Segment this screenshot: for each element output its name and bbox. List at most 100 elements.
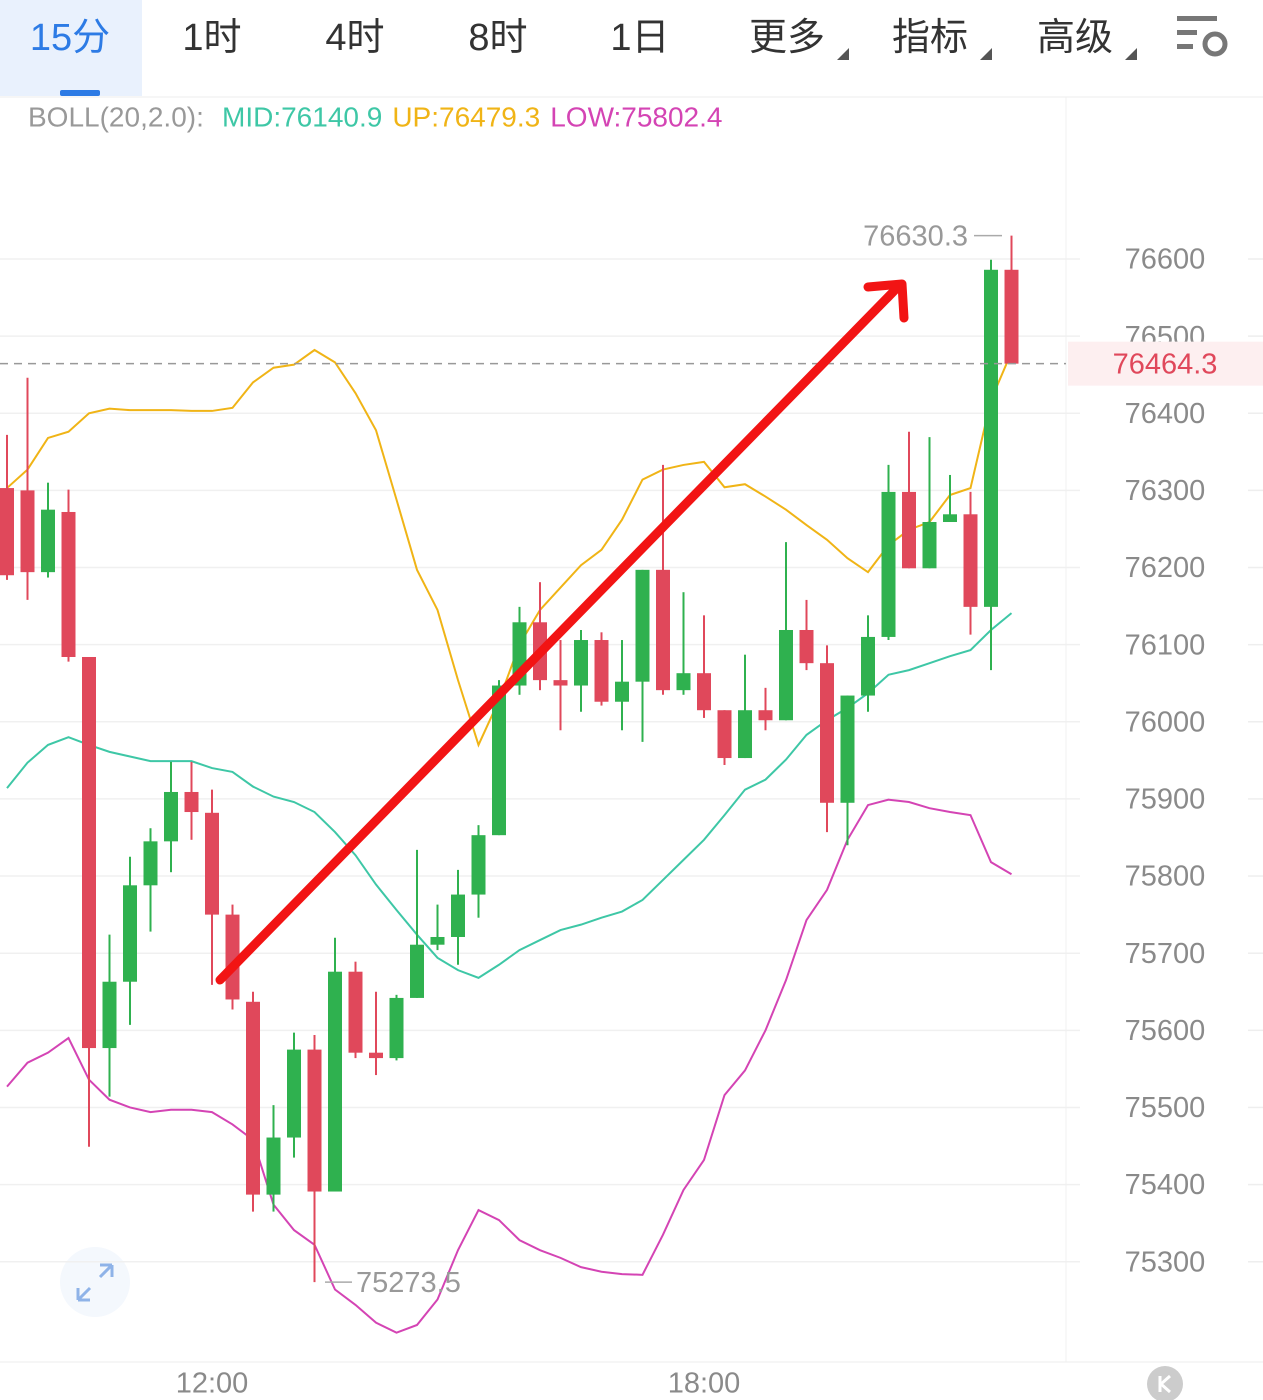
y-tick-label: 76300 <box>1125 475 1206 507</box>
candle-body <box>266 1137 281 1195</box>
dropdown-caret <box>980 48 992 60</box>
candle-body <box>41 509 55 573</box>
candle-body <box>143 841 158 886</box>
high-marker-label: 76630.3 <box>863 220 968 252</box>
y-tick-label: 75700 <box>1125 938 1206 970</box>
current-price-box <box>1068 341 1263 386</box>
y-tick-label: 75600 <box>1125 1015 1206 1047</box>
expand-button[interactable] <box>60 1247 130 1317</box>
tab[interactable]: 15分 <box>30 17 110 59</box>
candle-body <box>574 640 588 686</box>
candle-body <box>717 710 732 759</box>
tab[interactable]: 高级 <box>1037 17 1113 59</box>
icon-bar <box>1177 44 1193 49</box>
icon-gear <box>1202 31 1228 57</box>
y-tick-label: 76200 <box>1125 552 1206 584</box>
icon-bar <box>1177 30 1197 35</box>
candle-body <box>205 812 219 915</box>
candle-body <box>656 569 670 691</box>
active-tab-indicator <box>60 90 100 96</box>
candle-body <box>20 490 35 573</box>
legend-entry: LOW:75802.4 <box>550 101 722 132</box>
candle-body <box>246 1001 260 1195</box>
candle-body <box>881 491 896 637</box>
candle-body <box>902 491 916 569</box>
boll-line <box>6 348 1013 748</box>
y-tick-label: 75500 <box>1125 1092 1206 1124</box>
y-tick-label: 75800 <box>1125 861 1206 893</box>
candle-body <box>123 885 137 982</box>
y-tick-label: 76600 <box>1125 244 1206 276</box>
candle-body <box>697 673 711 711</box>
candle-body <box>328 971 342 1192</box>
arrow-head <box>863 279 909 323</box>
y-tick-label: 75300 <box>1125 1246 1206 1278</box>
tab-icon[interactable] <box>1177 16 1228 57</box>
low-marker-label: 75273.5 <box>356 1267 461 1299</box>
y-tick-label: 75400 <box>1125 1169 1206 1201</box>
candle-body <box>430 936 445 945</box>
candle-body <box>820 663 834 803</box>
candle-body <box>840 695 855 803</box>
icon-bar <box>1177 16 1217 21</box>
candle-body <box>410 944 424 998</box>
candle-body <box>451 894 465 937</box>
current-price-label: 76464.3 <box>1113 348 1218 380</box>
candle-body <box>799 629 814 664</box>
active-tab-bg <box>0 0 142 96</box>
candle-body <box>225 914 240 1000</box>
tab[interactable]: 更多 <box>749 17 825 59</box>
candle-body <box>922 522 937 569</box>
tab[interactable]: 1时 <box>182 17 241 59</box>
candle-body <box>61 511 76 657</box>
trend-arrow <box>215 279 909 985</box>
candle-body <box>635 569 650 682</box>
dropdown-caret <box>1125 48 1137 60</box>
tab[interactable]: 1日 <box>610 17 669 59</box>
candle-body <box>1004 269 1019 364</box>
candle-body <box>615 681 629 702</box>
indicator-label: BOLL(20,2.0): <box>28 101 204 132</box>
boll-line <box>6 798 1013 1334</box>
candle-body <box>779 629 793 721</box>
candle-body <box>102 981 117 1049</box>
candle-body <box>594 640 609 702</box>
y-tick-label: 76000 <box>1125 706 1206 738</box>
k-icon <box>1158 1374 1171 1394</box>
candle-body <box>369 1052 383 1059</box>
candle-body <box>861 636 875 696</box>
candle-body <box>738 710 752 759</box>
candle-body <box>287 1049 301 1138</box>
candle-body <box>82 656 96 1049</box>
boll-line <box>6 612 1013 979</box>
candle-body <box>184 791 199 813</box>
candle-body <box>963 514 978 607</box>
y-tick-label: 76400 <box>1125 398 1206 430</box>
candle-body <box>492 685 506 836</box>
candle-body <box>758 710 773 721</box>
tab[interactable]: 4时 <box>325 17 384 59</box>
k-button[interactable] <box>1147 1366 1183 1400</box>
candle-body <box>676 673 691 691</box>
expand-icon <box>76 1263 114 1302</box>
tab[interactable]: 指标 <box>892 17 968 59</box>
x-tick-label: 12:00 <box>176 1368 249 1400</box>
arrow-shaft <box>215 285 900 985</box>
tab[interactable]: 8时 <box>468 17 527 59</box>
plot <box>0 235 1080 1334</box>
x-tick-label: 18:00 <box>668 1368 741 1400</box>
candle-body <box>0 488 14 576</box>
legend-entry: UP:76479.3 <box>392 101 540 132</box>
candle-body <box>553 680 568 686</box>
candle-body <box>389 997 404 1059</box>
dropdown-caret <box>837 48 849 60</box>
candle-body <box>348 971 363 1053</box>
legend-entry: MID:76140.9 <box>222 101 382 132</box>
y-tick-label: 76100 <box>1125 629 1206 661</box>
candle-body <box>307 1049 322 1192</box>
candle-body <box>164 791 178 842</box>
candle-body <box>471 835 486 895</box>
candle-body <box>943 514 957 523</box>
candle-body <box>984 269 998 607</box>
